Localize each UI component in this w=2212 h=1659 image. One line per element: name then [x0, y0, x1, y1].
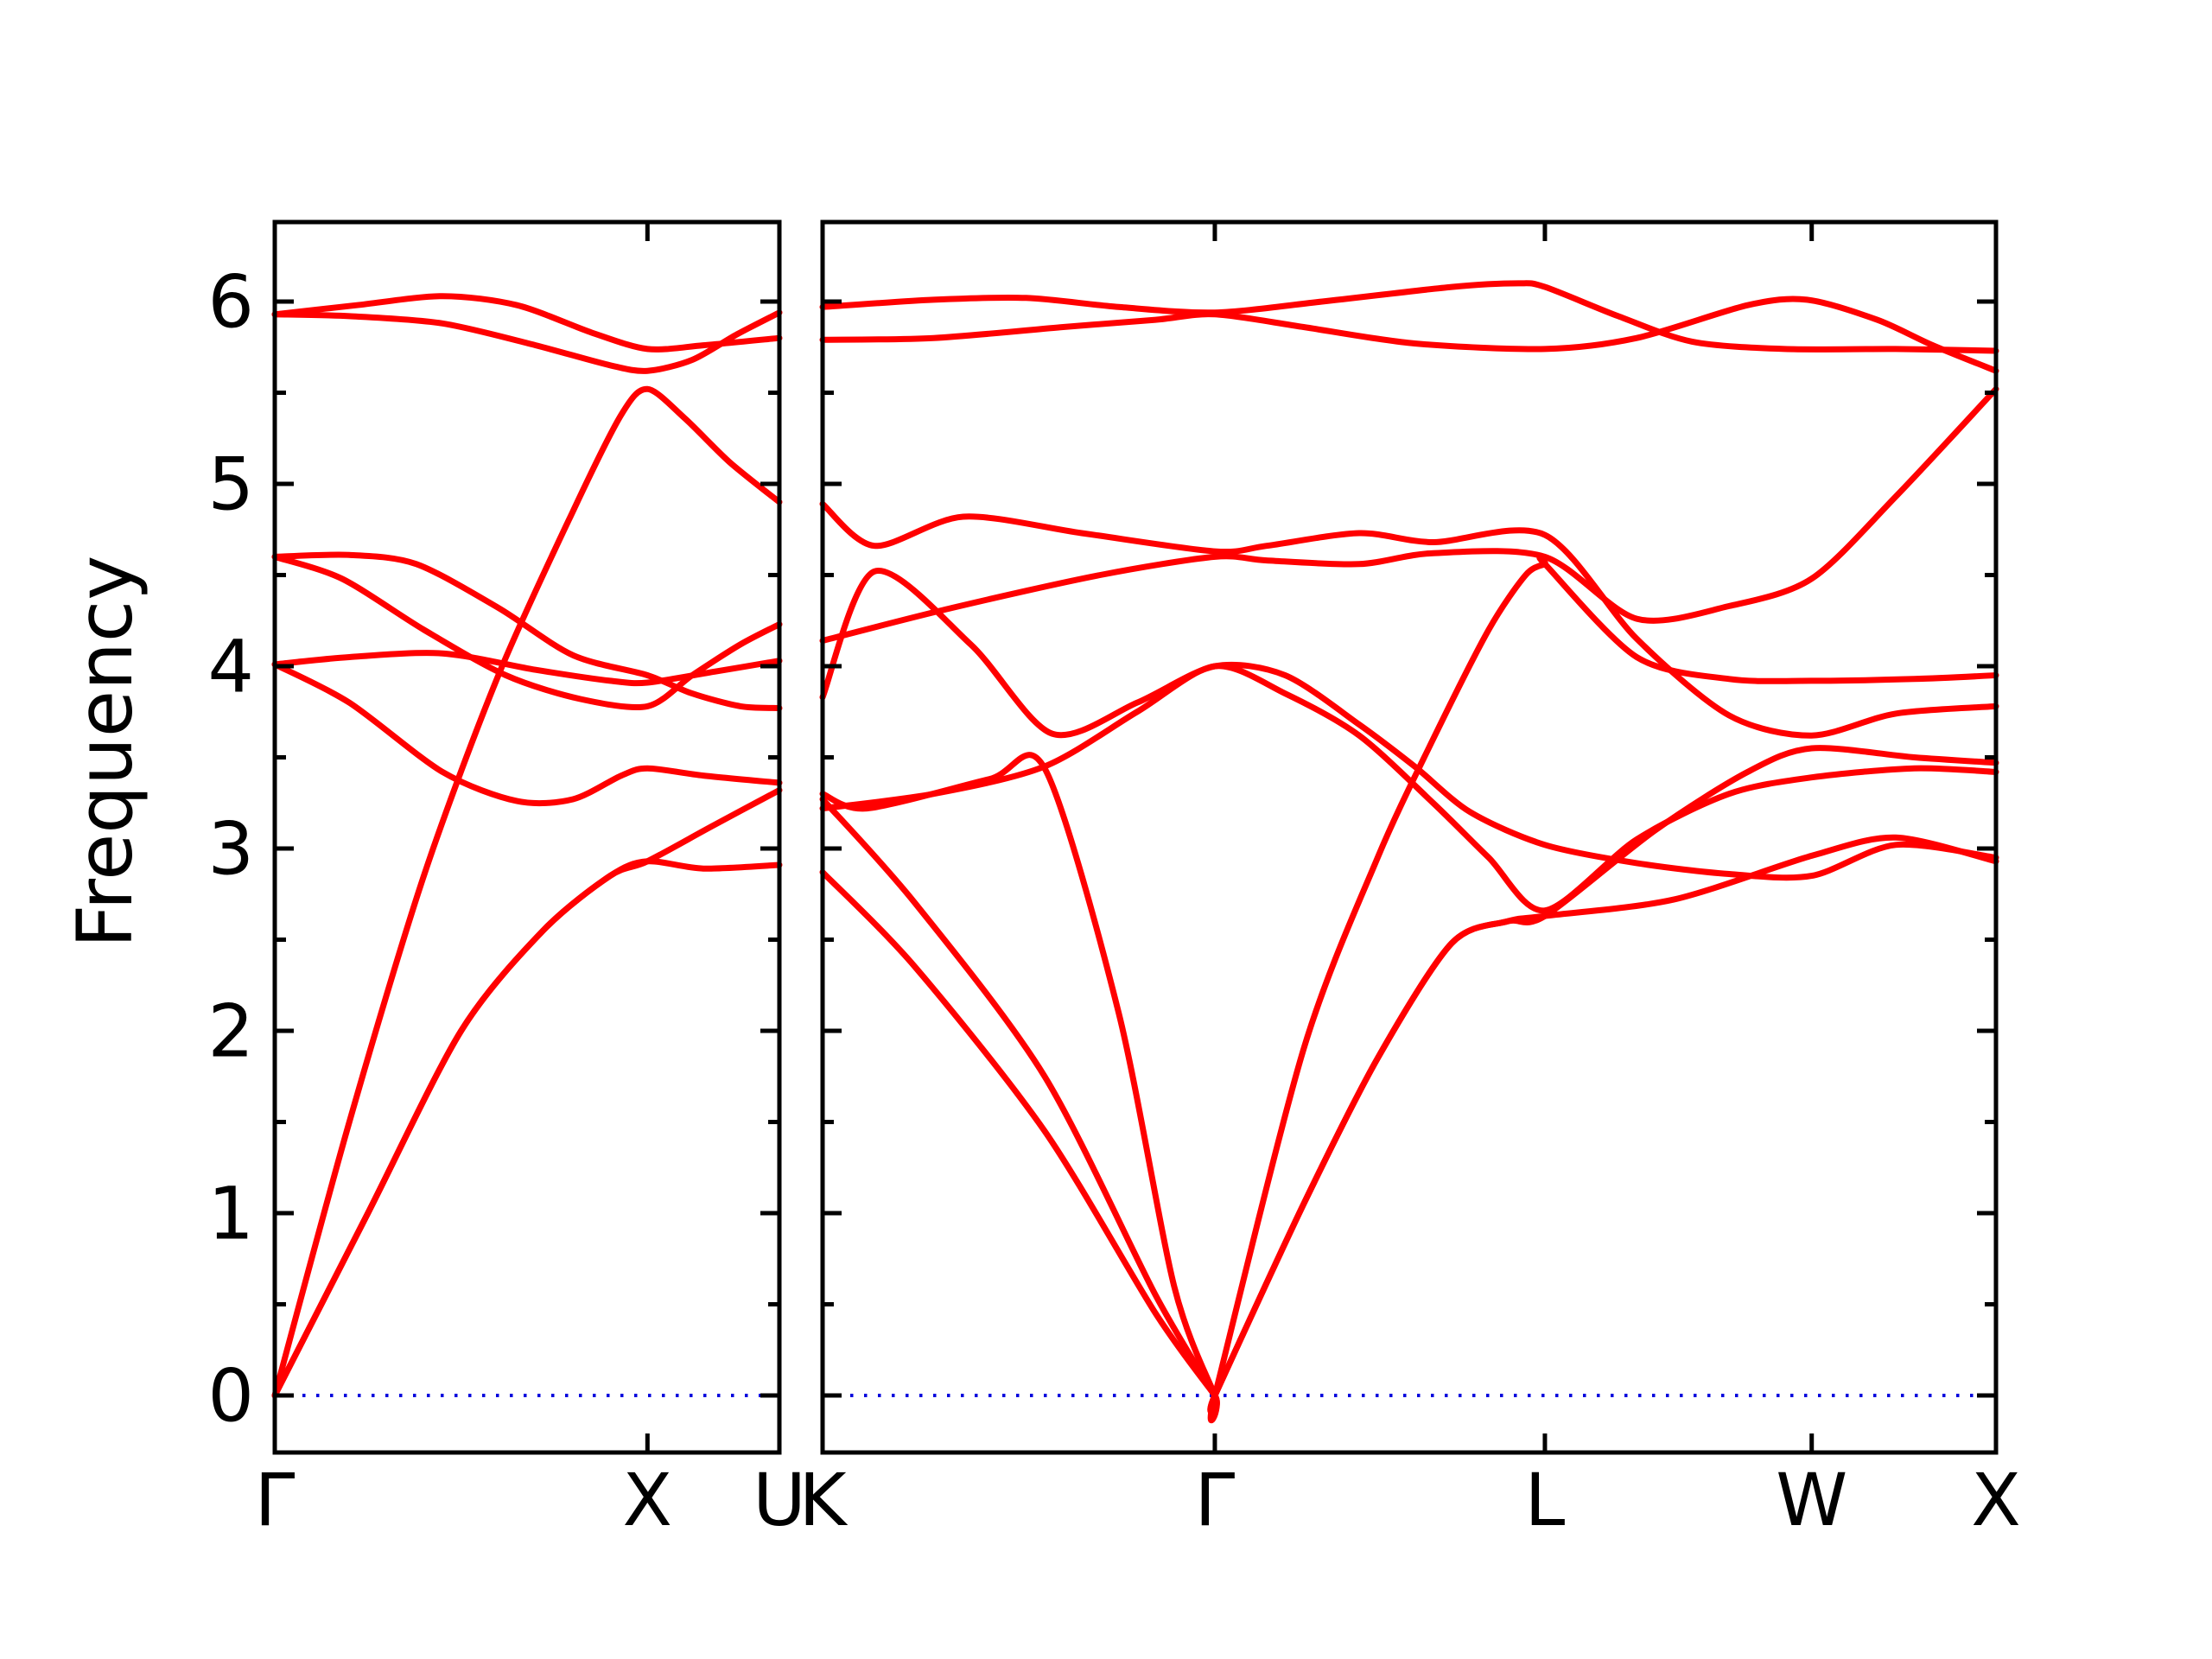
band-curve-k-gamma-l-w-x-T1: [819, 280, 1999, 354]
x-tick-label-U: U: [753, 1458, 805, 1542]
x-tick-label-W: W: [1776, 1458, 1847, 1542]
band-curve-k-gamma-l-w-x-T7b: [819, 745, 1999, 1415]
band-curve-gamma-x-u-O1: [271, 650, 783, 687]
y-tick-label: 3: [208, 806, 254, 891]
band-curve-gamma-x-u-O4: [271, 553, 783, 710]
y-tick-label: 2: [208, 988, 254, 1073]
band-curve-k-gamma-l-w-x-T6: [819, 663, 1999, 914]
x-tick-label-K: K: [798, 1458, 848, 1542]
band-curve-gamma-x-u-LA: [271, 385, 783, 1399]
y-tick-label: 4: [208, 624, 254, 709]
x-tick-label-Γ: Γ: [255, 1458, 296, 1542]
x-tick-label-X: X: [1971, 1458, 2021, 1542]
band-curve-k-gamma-l-w-x-T8: [819, 555, 1999, 1424]
band-curve-k-gamma-l-w-x-T3: [819, 500, 1999, 739]
x-tick-label-X: X: [623, 1458, 673, 1542]
y-tick-label: 5: [208, 442, 254, 526]
band-curve-gamma-x-u-O3: [271, 551, 783, 711]
band-curve-gamma-x-u-O5: [271, 293, 783, 353]
band-curve-k-gamma-l-w-x-T4: [819, 385, 1999, 644]
band-curve-k-gamma-l-w-x-T2: [819, 296, 1999, 374]
y-tick-label: 6: [208, 259, 254, 344]
y-axis-label: Frequency: [60, 556, 149, 949]
x-tick-label-L: L: [1525, 1458, 1566, 1542]
x-tick-label-Γ: Γ: [1195, 1458, 1236, 1542]
band-curve-gamma-x-u-TA2: [271, 787, 783, 1399]
band-curve-gamma-x-u-O6: [271, 309, 783, 374]
y-tick-label: 0: [208, 1353, 254, 1438]
panel-frame-k-gamma-l-w-x: [820, 219, 1999, 1455]
panel-frame-gamma-x-u: [272, 219, 782, 1455]
y-tick-label: 1: [208, 1171, 254, 1255]
band-curve-k-gamma-l-w-x-T5: [819, 568, 1999, 881]
band-curve-k-gamma-l-w-x-T7a: [819, 796, 1999, 1414]
band-curve-gamma-x-u-O2: [271, 661, 783, 807]
